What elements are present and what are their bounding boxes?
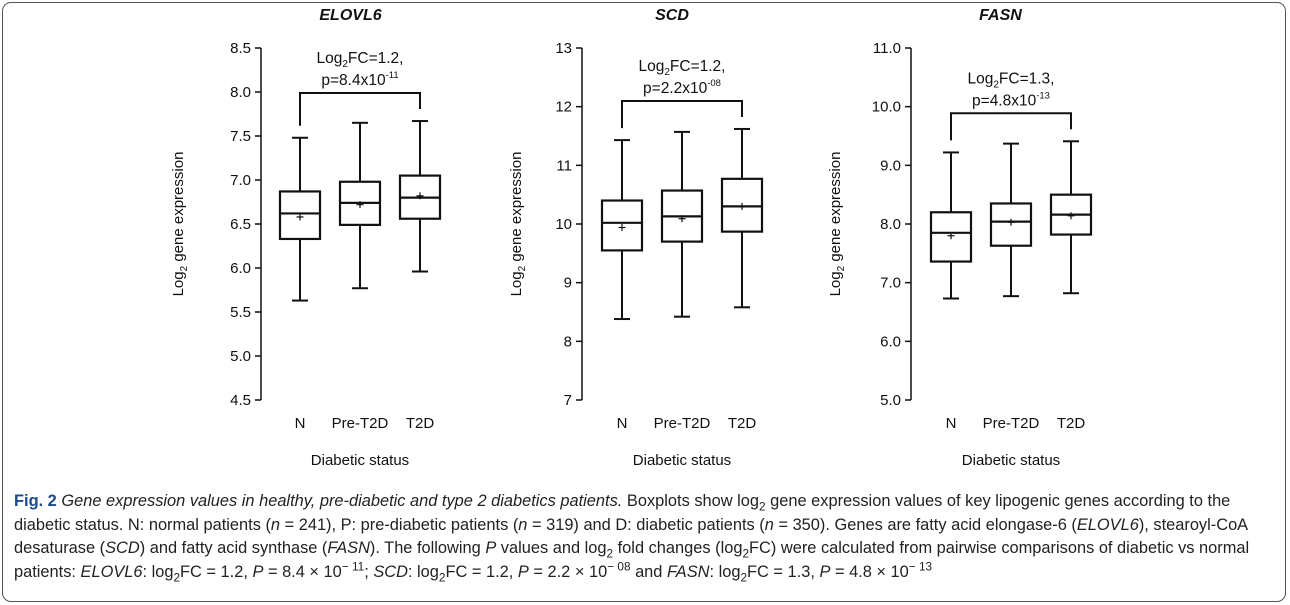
figure-label: Fig. 2 (14, 492, 57, 510)
x-axis-label: Diabetic status (962, 452, 1060, 469)
significance-bracket (299, 92, 421, 126)
x-tick-label: T2D (1057, 415, 1086, 432)
x-axis-label: Diabetic status (633, 452, 731, 469)
y-tick-label: 4.5 (230, 392, 251, 409)
figure-charts: ELOVL6 4.5 5.0 5.5 6.0 6.5 7.0 7.5 8.0 8.5 Log2 ge… (170, 7, 1093, 469)
box-T2D (720, 127, 764, 309)
x-tick-label: N (617, 415, 628, 432)
significance-bracket (950, 112, 1072, 141)
caption-title: Gene expression values in healthy, pre-d… (61, 492, 623, 510)
y-tick-label: 10.0 (872, 99, 901, 116)
box-Pre-T2D (338, 121, 382, 290)
x-tick-label: Pre-T2D (654, 415, 711, 432)
y-tick-label: 6.5 (230, 216, 251, 233)
box-Pre-T2D (660, 130, 704, 318)
y-tick-label: 8.5 (230, 40, 251, 57)
chart-title: SCD (655, 7, 689, 24)
figure-caption: Fig. 2 Gene expression values in healthy… (14, 492, 1250, 585)
y-tick-label: 6.0 (880, 333, 901, 350)
y-tick-label: 8.0 (230, 84, 251, 101)
box-iqr (720, 177, 764, 233)
x-tick-label: T2D (406, 415, 435, 432)
y-tick-label: 5.5 (230, 304, 251, 321)
x-tick-label: Pre-T2D (332, 415, 389, 432)
y-tick-label: 9 (564, 275, 572, 292)
chart-panel-3: FASN 5.0 6.0 7.0 8.0 9.0 10.0 11.0 Log2 gene exp… (827, 7, 1093, 469)
y-tick-label: 7.5 (230, 128, 251, 145)
y-tick-label: 11.0 (873, 40, 901, 57)
y-tick-label: 7.0 (230, 172, 251, 189)
box-T2D (398, 120, 442, 273)
y-axis-label: Log2 gene expression (827, 152, 847, 297)
annotation-p: p=4.8x10-13 (972, 90, 1050, 109)
y-tick-label: 7 (564, 392, 572, 409)
y-axis-label: Log2 gene expression (170, 152, 190, 297)
y-tick-label: 10 (555, 216, 572, 233)
x-axis-label: Diabetic status (311, 452, 409, 469)
annotation-p: p=8.4x10-11 (321, 70, 398, 89)
y-tick-label: 9.0 (880, 157, 901, 174)
box-N (278, 136, 322, 302)
annotation-p: p=2.2x10-08 (643, 78, 721, 97)
y-tick-label: 12 (555, 99, 572, 116)
y-tick-label: 5.0 (230, 348, 251, 365)
y-tick-label: 11 (556, 157, 572, 174)
significance-bracket (621, 99, 743, 129)
chart-panel-1: ELOVL6 4.5 5.0 5.5 6.0 6.5 7.0 7.5 8.0 8.5 Log2 ge… (170, 7, 442, 469)
chart-title: ELOVL6 (319, 7, 381, 24)
y-tick-label: 5.0 (880, 392, 901, 409)
chart-title: FASN (979, 7, 1022, 24)
y-tick-label: 6.0 (230, 260, 251, 277)
box-Pre-T2D (989, 142, 1033, 298)
x-tick-label: T2D (728, 415, 757, 432)
x-tick-label: N (295, 415, 306, 432)
x-tick-label: Pre-T2D (983, 415, 1040, 432)
y-tick-label: 8.0 (880, 216, 901, 233)
x-tick-label: N (946, 415, 957, 432)
box-T2D (1049, 140, 1093, 295)
y-axis-label: Log2 gene expression (508, 152, 528, 297)
chart-panel-2: SCD 7 8 9 10 11 12 13 Log2 gene expression N Pre-T… (508, 7, 764, 469)
box-N (600, 139, 644, 321)
annotation-fc: Log2FC=1.2, (316, 50, 403, 70)
annotation-fc: Log2FC=1.2, (638, 58, 725, 78)
box-N (929, 151, 973, 300)
y-tick-label: 8 (564, 333, 572, 350)
annotation-fc: Log2FC=1.3, (967, 70, 1054, 90)
y-tick-label: 13 (555, 40, 572, 57)
y-tick-label: 7.0 (880, 275, 901, 292)
